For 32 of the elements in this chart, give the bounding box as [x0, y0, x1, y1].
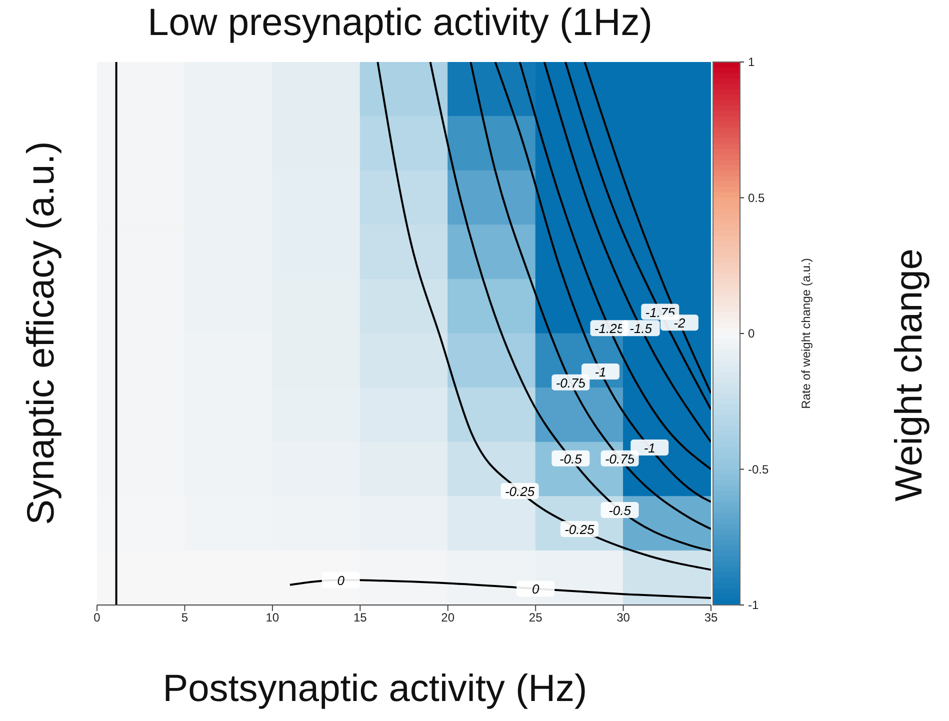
text: -0.75: [604, 451, 635, 466]
x-tick-label: 25: [528, 610, 543, 625]
x-tick-label: 30: [616, 610, 630, 625]
x-tick-label: 20: [441, 610, 455, 625]
color-bar-label: -1: [748, 598, 759, 612]
text: 0: [532, 582, 540, 597]
color-bar-title: Rate of weight change (a.u.): [799, 258, 813, 409]
x-tick-label: 0: [94, 610, 101, 625]
series-label: -0.25: [504, 484, 536, 499]
color-bar-label: 1: [748, 55, 755, 69]
text: -0.25: [564, 522, 594, 537]
x-tick-label: 35: [704, 610, 718, 625]
x-tick-label: 10: [266, 610, 280, 625]
text: -0.5: [608, 502, 631, 518]
series-label: -0.5: [559, 451, 583, 466]
x-tick-label: 5: [181, 610, 188, 625]
chart-title: Low presynaptic activity (1Hz): [146, 2, 654, 45]
text: -1: [594, 364, 606, 380]
color-bar-label: 0.5: [748, 190, 766, 205]
series-label: -2: [674, 316, 686, 331]
x-tick-label: 15: [353, 610, 368, 625]
color-bar-label: -0.5: [748, 462, 770, 476]
text: Weight change: [888, 248, 932, 502]
series-label: -1.5: [630, 321, 653, 336]
series-label: -1.75: [645, 304, 676, 320]
x-axis-title: Postsynaptic activity (Hz): [162, 668, 588, 711]
color-bar-label: 0: [748, 326, 755, 340]
series-label: -1.25: [594, 321, 625, 336]
series-label: -1: [644, 440, 656, 456]
y-axis-title: Synaptic efficacy (a.u.): [20, 141, 64, 525]
series-label: 0: [337, 573, 346, 588]
series-label: -0.75: [556, 375, 586, 390]
